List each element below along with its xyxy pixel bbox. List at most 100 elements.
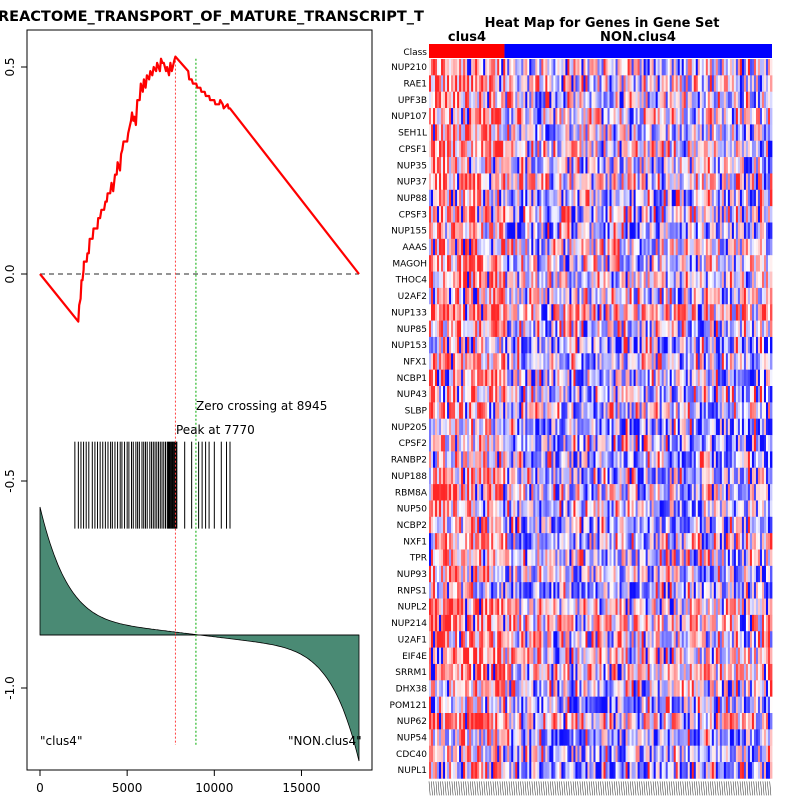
heatmap-cell [615, 451, 618, 469]
heatmap-cell [647, 222, 651, 240]
heatmap-cell [603, 222, 606, 240]
heatmap-cell [589, 189, 592, 207]
heatmap-cell [579, 271, 582, 289]
heatmap-cell [745, 173, 749, 191]
heatmap-cell [533, 435, 536, 452]
heatmap-cell [493, 238, 496, 256]
heatmap-cell [521, 467, 524, 485]
heatmap-cell [495, 189, 498, 207]
heatmap-cell [719, 353, 723, 370]
heatmap-cell [607, 435, 610, 452]
heatmap-cell [685, 255, 689, 272]
heatmap-cell [577, 386, 580, 403]
heatmap-cell [537, 173, 540, 191]
heatmap-cell [453, 418, 456, 436]
heatmap-cell [639, 124, 643, 142]
heatmap-cell [543, 336, 546, 354]
heatmap-cell [763, 238, 767, 256]
heatmap-cell [665, 157, 669, 174]
heatmap-cell [437, 124, 440, 142]
heatmap-cell [661, 206, 665, 223]
heatmap-cell [657, 222, 661, 240]
heatmap-cell [589, 238, 592, 256]
heatmap-cell [597, 189, 600, 207]
heatmap-cell [641, 287, 645, 305]
heatmap-cell [495, 108, 498, 125]
heatmap-cell [717, 222, 721, 240]
heatmap-cell [705, 336, 709, 354]
heatmap-cell [651, 75, 655, 92]
heatmap-cell [679, 320, 683, 338]
heatmap-cell [681, 287, 685, 305]
heatmap-cell [511, 75, 514, 92]
heatmap-cell [539, 222, 542, 240]
heatmap-cell [659, 287, 663, 305]
heatmap-cell [451, 418, 454, 436]
heatmap-cell [747, 140, 751, 158]
heatmap-cell [473, 124, 476, 142]
y-tick-label: -1.0 [3, 676, 17, 699]
heatmap-cell [747, 59, 751, 76]
heatmap-cell [683, 238, 687, 256]
heatmap-cell [615, 435, 618, 452]
heatmap-cell [697, 206, 701, 223]
heatmap-cell [647, 157, 651, 174]
heatmap-cell [689, 418, 693, 436]
heatmap-cell [643, 320, 647, 338]
heatmap-cell [579, 435, 582, 452]
heatmap-cell [501, 271, 504, 289]
heatmap-cell [525, 238, 528, 256]
heatmap-cell [439, 271, 442, 289]
heatmap-cell [605, 435, 608, 452]
heatmap-cell [691, 255, 695, 272]
heatmap-cell [739, 75, 743, 92]
heatmap-cell [627, 206, 630, 223]
heatmap-cell [605, 255, 608, 272]
heatmap-cell [449, 304, 452, 321]
heatmap-cell [469, 271, 472, 289]
heatmap-cell [755, 435, 759, 452]
heatmap-cell [465, 369, 468, 387]
heatmap-cell [579, 238, 582, 256]
heatmap-cell [625, 320, 628, 338]
heatmap-cell [671, 451, 675, 469]
heatmap-cell [705, 206, 709, 223]
heatmap-cell [607, 157, 610, 174]
heatmap-cell [627, 320, 630, 338]
heatmap-cell [497, 435, 500, 452]
heatmap-cell [521, 255, 524, 272]
heatmap-row [429, 418, 773, 436]
heatmap-cell [479, 157, 482, 174]
heatmap-cell [443, 140, 446, 158]
heatmap-cell [465, 304, 468, 321]
heatmap-cell [643, 140, 647, 158]
heatmap-cell [433, 353, 436, 370]
heatmap-cell [649, 304, 653, 321]
heatmap-cell [435, 59, 438, 76]
heatmap-cell [519, 418, 522, 436]
heatmap-cell [763, 271, 767, 289]
heatmap-cell [563, 173, 566, 191]
heatmap-cell [469, 222, 472, 240]
heatmap-cell [627, 124, 630, 142]
heatmap-cell [625, 304, 628, 321]
heatmap-cell [709, 75, 713, 92]
heatmap-cell [493, 206, 496, 223]
heatmap-cell [457, 353, 460, 370]
heatmap-cell [647, 75, 651, 92]
heatmap-cell [655, 255, 659, 272]
heatmap-cell [667, 59, 671, 76]
heatmap-cell [697, 435, 701, 452]
heatmap-cell [445, 222, 448, 240]
heatmap-cell [429, 140, 432, 158]
heatmap-cell [767, 140, 771, 158]
heatmap-cell [441, 402, 444, 419]
heatmap-cell [735, 222, 739, 240]
heatmap-cell [735, 271, 739, 289]
heatmap-cell [595, 238, 598, 256]
heatmap-cell [715, 222, 719, 240]
heatmap-cell [607, 271, 610, 289]
heatmap-row [429, 320, 773, 338]
heatmap-cell [431, 402, 434, 419]
heatmap-cell [641, 435, 645, 452]
